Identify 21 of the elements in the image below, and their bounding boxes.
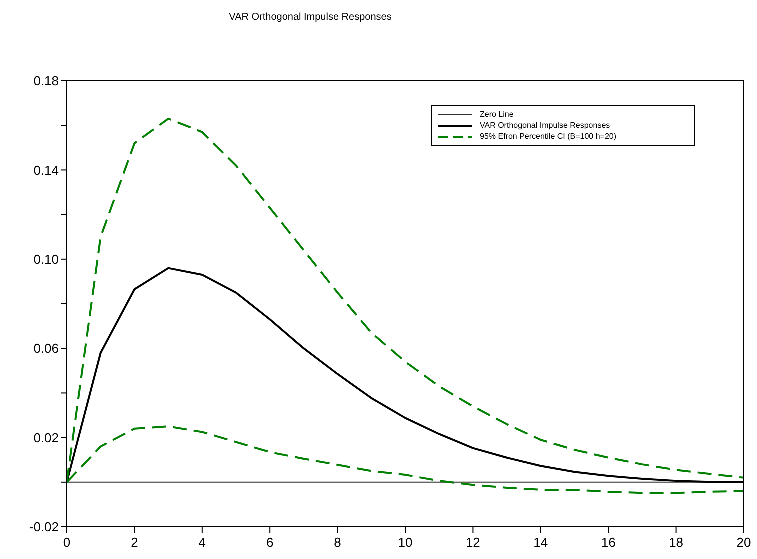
legend-label: VAR Orthogonal Impulse Responses <box>480 121 610 130</box>
y-tick-label: 0.14 <box>34 162 59 178</box>
y-tick-label: -0.02 <box>29 520 59 535</box>
y-tick-label: 0.06 <box>34 341 59 356</box>
legend-label: 95% Efron Percentile CI (B=100 h=20) <box>480 132 617 141</box>
x-tick-label: 6 <box>266 535 274 550</box>
x-tick-label: 14 <box>534 535 548 550</box>
x-tick-label: 12 <box>466 535 480 550</box>
x-tick-label: 0 <box>63 535 71 550</box>
x-tick-label: 10 <box>398 535 413 550</box>
x-tick-label: 8 <box>334 535 342 550</box>
legend-label: Zero Line <box>480 110 514 119</box>
x-tick-label: 18 <box>669 535 684 550</box>
x-tick-label: 2 <box>131 535 138 550</box>
y-tick-label: 0.10 <box>34 252 59 268</box>
chart-title: VAR Orthogonal Impulse Responses <box>228 12 393 23</box>
y-tick-label: 0.18 <box>34 74 59 89</box>
x-tick-label: 16 <box>601 535 616 550</box>
x-tick-label: 4 <box>198 535 206 550</box>
y-tick-label: 0.02 <box>34 430 59 446</box>
x-tick-label: 20 <box>736 535 752 550</box>
